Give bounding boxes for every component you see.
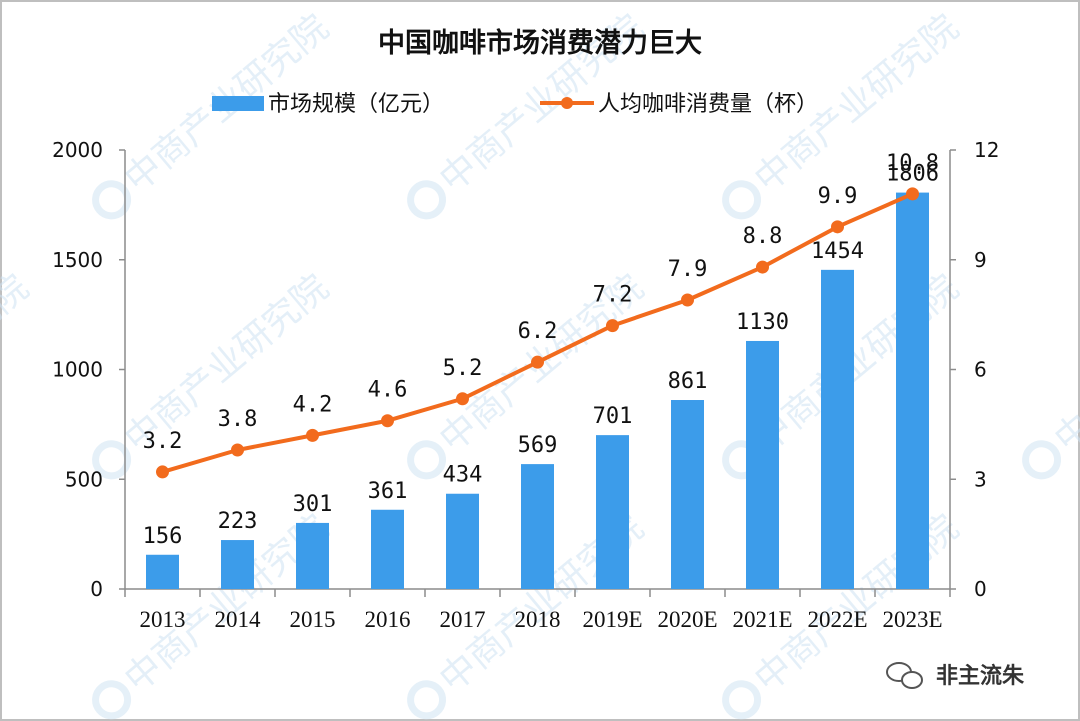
bar-value-label: 1454 [811,239,864,264]
right-tick-label: 12 [974,138,999,162]
bar-value-label: 861 [668,369,708,394]
line-value-label: 4.2 [293,392,333,417]
line-point [831,220,844,234]
svg-text:中商产业研究院: 中商产业研究院 [747,267,966,460]
left-tick-label: 1500 [52,248,103,272]
x-tick-label: 2016 [365,607,411,632]
bar-value-label: 223 [218,509,258,534]
watermark: 中商产业研究院 [1022,267,1080,480]
bar [221,540,254,589]
x-tick-label: 2017 [440,607,486,632]
x-tick-label: 2023E [882,607,942,632]
bar-value-label: 301 [293,492,333,517]
bar [371,509,404,589]
left-tick-label: 1000 [52,358,103,382]
bar [596,435,629,589]
bar-value-label: 156 [143,524,183,549]
bar [671,400,704,589]
right-tick-label: 6 [974,358,987,382]
line-value-label: 3.2 [143,429,183,454]
bar-labels: 156 223 301 361 434 569 701 861 1130 1454 1806 [143,162,939,549]
x-tick-label: 2015 [290,607,336,632]
line-value-label: 4.6 [368,378,408,403]
line-point [381,414,394,428]
line-point [156,465,169,479]
x-tick-label: 2018 [515,607,561,632]
bar [521,464,554,589]
line-value-label: 3.8 [218,407,258,432]
line-value-label: 7.2 [593,283,633,308]
bar [146,554,179,589]
bar [896,192,929,589]
legend-line-marker [561,97,573,109]
bar [446,493,479,589]
footer-brand: 非主流朱 [886,662,1025,689]
svg-text:中商产业研究院: 中商产业研究院 [747,507,966,700]
line-value-label: 5.2 [443,356,483,381]
x-axis-ticks: 2013 2014 2015 2016 2017 2018 2019E 2020E 2021E 2… [124,589,951,632]
line-point [681,293,694,307]
bar-value-label: 1806 [886,162,939,187]
bar [821,269,854,589]
legend: 市场规模（亿元） 人均咖啡消费量（杯） [212,92,818,117]
left-tick-label: 2000 [52,138,103,162]
x-tick-label: 2013 [140,607,186,632]
x-tick-label: 2014 [215,607,262,632]
line-point [231,443,244,457]
bar-value-label: 361 [368,479,408,504]
chart-title: 中国咖啡市场消费潜力巨大 [378,27,702,59]
bar [746,340,779,589]
line-point [756,260,769,274]
watermark: 中商产业研究院 [92,267,337,480]
left-tick-label: 500 [65,467,103,491]
bar-value-label: 569 [518,433,558,458]
line-series [156,187,919,479]
left-tick-label: 0 [90,577,103,601]
bar-value-label: 434 [443,463,483,488]
bar-value-label: 701 [593,404,633,429]
line-value-label: 9.9 [818,184,858,209]
line-point [906,187,919,201]
line-point [456,392,469,406]
legend-bar-swatch [212,96,264,111]
legend-bar-label: 市场规模（亿元） [268,92,444,117]
bar [296,522,329,589]
left-axis-ticks: 0 500 1000 1500 2000 [52,138,125,601]
right-tick-label: 9 [974,248,987,272]
bar-series [146,192,929,589]
x-tick-label: 2022E [807,607,867,632]
brand-name: 非主流朱 [936,663,1025,689]
x-tick-label: 2019E [582,607,642,632]
legend-line-label: 人均咖啡消费量（杯） [598,92,818,117]
line-value-label: 6.2 [518,319,558,344]
svg-text:中商产业研究院: 中商产业研究院 [1047,267,1080,460]
watermark: 中商产业研究院 [0,267,37,460]
bar-value-label: 1130 [736,310,789,335]
x-tick-label: 2021E [732,607,792,632]
line-value-label: 8.8 [743,224,783,249]
line-value-label: 10.8 [886,151,939,176]
right-tick-label: 0 [974,577,987,601]
line-labels: 3.2 3.8 4.2 4.6 5.2 6.2 7.2 7.9 8.8 9.9 10.8 [143,151,939,454]
right-tick-label: 3 [974,467,987,491]
svg-text:中商产业研究院: 中商产业研究院 [0,267,37,460]
right-axis-ticks: 0 3 6 9 12 [950,138,999,601]
line-point [606,319,619,333]
x-tick-label: 2020E [657,607,717,632]
line-value-label: 7.9 [668,257,708,282]
line-point [306,428,319,442]
line-point [531,355,544,369]
wechat-icon [886,662,923,689]
